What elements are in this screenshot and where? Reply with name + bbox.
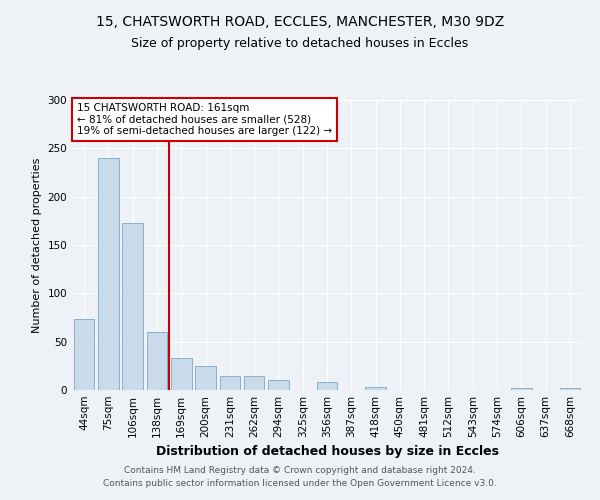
- Bar: [511, 388, 532, 390]
- Bar: [195, 366, 216, 390]
- X-axis label: Distribution of detached houses by size in Eccles: Distribution of detached houses by size …: [155, 446, 499, 458]
- Bar: [122, 223, 143, 390]
- Text: Contains HM Land Registry data © Crown copyright and database right 2024.
Contai: Contains HM Land Registry data © Crown c…: [103, 466, 497, 487]
- Y-axis label: Number of detached properties: Number of detached properties: [32, 158, 42, 332]
- Text: 15, CHATSWORTH ROAD, ECCLES, MANCHESTER, M30 9DZ: 15, CHATSWORTH ROAD, ECCLES, MANCHESTER,…: [96, 15, 504, 29]
- Bar: [560, 388, 580, 390]
- Bar: [74, 320, 94, 390]
- Bar: [244, 376, 265, 390]
- Bar: [365, 387, 386, 390]
- Bar: [146, 332, 167, 390]
- Text: Size of property relative to detached houses in Eccles: Size of property relative to detached ho…: [131, 38, 469, 51]
- Bar: [317, 382, 337, 390]
- Bar: [220, 376, 240, 390]
- Bar: [268, 380, 289, 390]
- Bar: [98, 158, 119, 390]
- Text: 15 CHATSWORTH ROAD: 161sqm
← 81% of detached houses are smaller (528)
19% of sem: 15 CHATSWORTH ROAD: 161sqm ← 81% of deta…: [77, 103, 332, 136]
- Bar: [171, 358, 191, 390]
